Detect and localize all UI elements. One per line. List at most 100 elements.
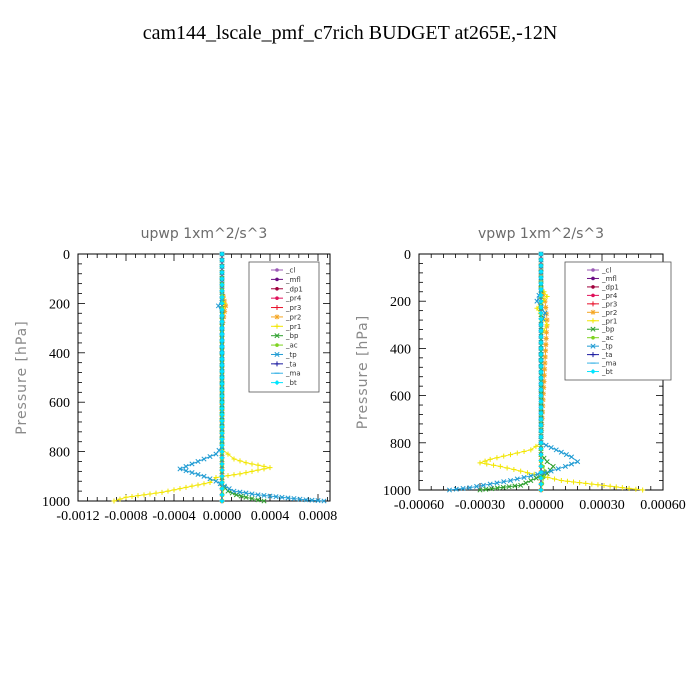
data-point	[501, 479, 507, 485]
data-point	[541, 385, 547, 391]
legend-label: _pr1	[601, 317, 617, 325]
legend-label: _pr2	[285, 313, 301, 321]
data-point	[613, 484, 619, 490]
data-point	[219, 300, 225, 306]
data-point	[219, 313, 225, 319]
data-point	[494, 455, 500, 461]
legend-marker	[275, 277, 279, 282]
legend-label: _bt	[601, 368, 613, 376]
data-point	[255, 492, 261, 498]
data-point	[153, 490, 159, 496]
chart-panel-1: upwp 1xm^2/s^3 Pressure [hPa] 0 200 400 600 80…	[14, 226, 337, 524]
data-point	[261, 492, 267, 498]
data-point	[538, 440, 544, 446]
data-point	[261, 466, 267, 472]
y-tick-label: 800	[390, 437, 411, 452]
data-point	[219, 350, 225, 356]
legend-label: _bp	[285, 332, 299, 340]
data-point	[219, 467, 225, 473]
legend-label: _ta	[601, 351, 613, 359]
data-point	[219, 430, 225, 436]
data-point	[545, 474, 551, 480]
data-point	[633, 486, 639, 492]
data-point	[233, 492, 239, 498]
data-point	[506, 484, 512, 490]
data-point	[249, 495, 255, 502]
data-point	[518, 482, 524, 488]
page-title: cam144_lscale_pmf_c7rich BUDGET at265E,-…	[142, 22, 558, 44]
data-point	[474, 483, 480, 490]
legend-label: _mfl	[601, 275, 617, 283]
legend-marker	[274, 380, 280, 386]
legend-marker	[274, 323, 280, 329]
x-tick-label: -0.0008	[104, 509, 147, 524]
x-tick-label: 0.0000	[203, 509, 242, 524]
x-tick-label: 0.00000	[518, 498, 564, 513]
data-point	[222, 308, 228, 314]
legend-marker	[274, 314, 280, 320]
data-point	[548, 444, 554, 451]
data-point	[538, 452, 544, 458]
data-point	[201, 481, 207, 487]
data-point	[249, 461, 255, 467]
data-point	[575, 459, 581, 465]
data-point	[111, 498, 117, 504]
data-point	[303, 497, 309, 503]
data-point	[589, 481, 595, 487]
data-point	[538, 393, 544, 399]
data-point	[583, 480, 589, 486]
legend-label: _dp1	[601, 283, 619, 291]
data-point	[123, 494, 129, 500]
legend-label: _ma	[285, 370, 301, 378]
data-point	[189, 470, 195, 476]
data-point	[543, 304, 549, 310]
data-point	[538, 322, 544, 328]
legend-marker	[274, 333, 280, 339]
data-point	[219, 424, 225, 430]
plot-frame	[77, 253, 331, 502]
data-point	[563, 452, 569, 458]
data-point	[219, 356, 225, 362]
data-point	[285, 495, 291, 501]
data-point	[147, 491, 153, 497]
data-point	[183, 468, 189, 474]
data-point	[467, 485, 473, 491]
legend-marker	[590, 326, 596, 332]
data-point	[219, 251, 225, 257]
data-point	[129, 493, 135, 499]
legend-label: _pr1	[285, 323, 301, 331]
data-point	[571, 479, 577, 485]
x-tick-label: 0.00030	[579, 498, 625, 513]
chart-subtitle: upwp 1xm^2/s^3	[141, 226, 268, 242]
x-tick-label: -0.00030	[455, 498, 505, 513]
data-point	[528, 478, 534, 484]
data-point	[500, 484, 506, 490]
legend-marker	[591, 293, 595, 298]
data-point	[564, 478, 570, 484]
data-point	[558, 478, 564, 484]
data-point	[460, 485, 466, 491]
data-point	[219, 393, 225, 399]
data-point	[538, 458, 544, 463]
data-point	[555, 466, 561, 472]
legend-label: _ta	[285, 360, 297, 368]
legend-label: _pr4	[601, 292, 618, 300]
data-point	[219, 479, 225, 485]
y-tick-label: 200	[49, 297, 70, 312]
data-point	[219, 461, 225, 467]
data-point	[219, 270, 225, 276]
data-point	[538, 269, 544, 275]
data-point	[219, 325, 225, 331]
data-point	[619, 485, 625, 491]
data-point	[538, 410, 544, 416]
series-bp	[477, 251, 556, 493]
data-point	[219, 344, 225, 350]
data-point	[538, 381, 544, 387]
data-point	[542, 360, 548, 366]
data-point	[538, 345, 544, 351]
legend-marker	[590, 369, 596, 375]
data-point	[219, 381, 225, 387]
data-point	[501, 453, 507, 459]
data-point	[291, 495, 297, 502]
legend-marker	[274, 351, 280, 358]
